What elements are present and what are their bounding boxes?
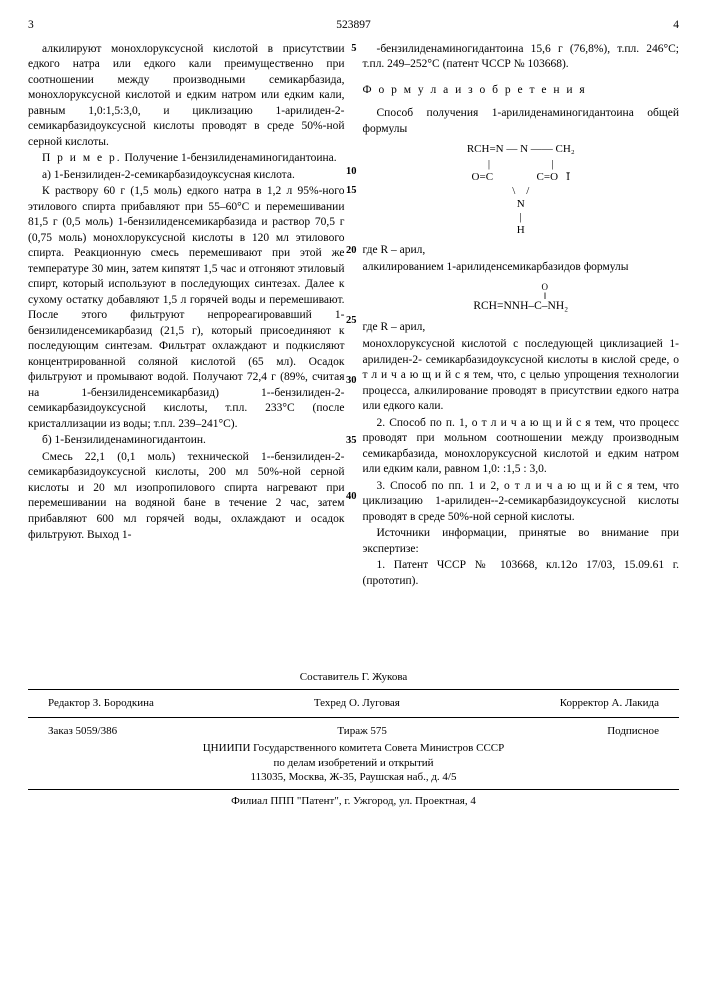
formula-line: | |: [363, 158, 680, 171]
footer-line: 113035, Москва, Ж-35, Раушская наб., д. …: [28, 770, 679, 785]
tech-editor: Техред О. Луговая: [314, 696, 400, 711]
formula-line: O=C C=O Ī: [363, 171, 680, 184]
paragraph: -бензилиденаминогидантоина 15,6 г (76,8%…: [363, 42, 680, 73]
paragraph: алкилированием 1-арилиденсемикарбазидов …: [363, 260, 680, 276]
footer-row: Заказ 5059/386 Тираж 575 Подписное: [28, 722, 679, 741]
structural-formula-1: RCH=N — N —— CH₂ | | O=C C=O Ī \ / N | H: [363, 143, 680, 237]
divider: [28, 689, 679, 690]
subscription: Подписное: [607, 724, 659, 739]
paragraph: Смесь 22,1 (0,1 моль) технической 1--бен…: [28, 450, 345, 543]
paragraph: б) 1-Бензилиденаминогидантоин.: [28, 433, 345, 449]
order-number: Заказ 5059/386: [48, 724, 117, 739]
divider: [28, 789, 679, 790]
paragraph: где R – арил,: [363, 243, 680, 259]
page-num-right: 4: [673, 18, 679, 34]
formula-line: RCH=N — N —— CH₂: [363, 143, 680, 156]
page: 3 523897 4 алкилируют монохлоруксусной к…: [0, 0, 707, 829]
formula-line: |: [363, 211, 680, 224]
patent-number: 523897: [34, 18, 674, 34]
footer-line: Филиал ППП "Патент", г. Ужгород, ул. Про…: [28, 794, 679, 809]
claims-heading: Ф о р м у л а и з о б р е т е н и я: [363, 83, 680, 99]
print-run: Тираж 575: [337, 724, 387, 739]
imprint-footer: Составитель Г. Жукова Редактор З. Бородк…: [28, 670, 679, 809]
formula-line: \ /: [363, 185, 680, 198]
paragraph: П р и м е р. Получение 1-бензилиденамино…: [28, 151, 345, 167]
paragraph: 3. Способ по пп. 1 и 2, о т л и ч а ю щ …: [363, 479, 680, 526]
editor: Редактор З. Бородкина: [48, 696, 154, 711]
paragraph: 1. Патент ЧССР № 103668, кл.12о 17/03, 1…: [363, 558, 680, 589]
formula-line: H: [363, 224, 680, 237]
formula-line: N: [363, 198, 680, 211]
left-column: алкилируют монохлоруксусной кислотой в п…: [28, 42, 345, 591]
footer-line: ЦНИИПИ Государственного комитета Совета …: [28, 741, 679, 756]
paragraph: монохлоруксусной кислотой с последующей …: [363, 337, 680, 415]
paragraph: К раствору 60 г (1,5 моль) едкого натра …: [28, 184, 345, 432]
divider: [28, 717, 679, 718]
page-header: 3 523897 4: [28, 18, 679, 34]
text-columns: алкилируют монохлоруксусной кислотой в п…: [28, 42, 679, 591]
structural-formula-2: O ǁ RCH=NNH–C–NH₂: [363, 281, 680, 314]
footer-row: Редактор З. Бородкина Техред О. Луговая …: [28, 694, 679, 713]
paragraph: алкилируют монохлоруксусной кислотой в п…: [28, 42, 345, 151]
paragraph: где R – арил,: [363, 320, 680, 336]
paragraph: Источники информации, принятые во вниман…: [363, 526, 680, 557]
paragraph: 2. Способ по п. 1, о т л и ч а ю щ и й с…: [363, 416, 680, 478]
formula-line: RCH=NNH–C–NH₂: [363, 299, 680, 315]
corrector: Корректор А. Лакида: [560, 696, 659, 711]
paragraph: а) 1-Бензилиден-2-семикарбазидоуксусная …: [28, 168, 345, 184]
footer-line: Составитель Г. Жукова: [28, 670, 679, 685]
footer-line: по делам изобретений и открытий: [28, 756, 679, 771]
paragraph: Способ получения 1-арилиденаминогидантои…: [363, 106, 680, 137]
right-column: -бензилиденаминогидантоина 15,6 г (76,8%…: [363, 42, 680, 591]
